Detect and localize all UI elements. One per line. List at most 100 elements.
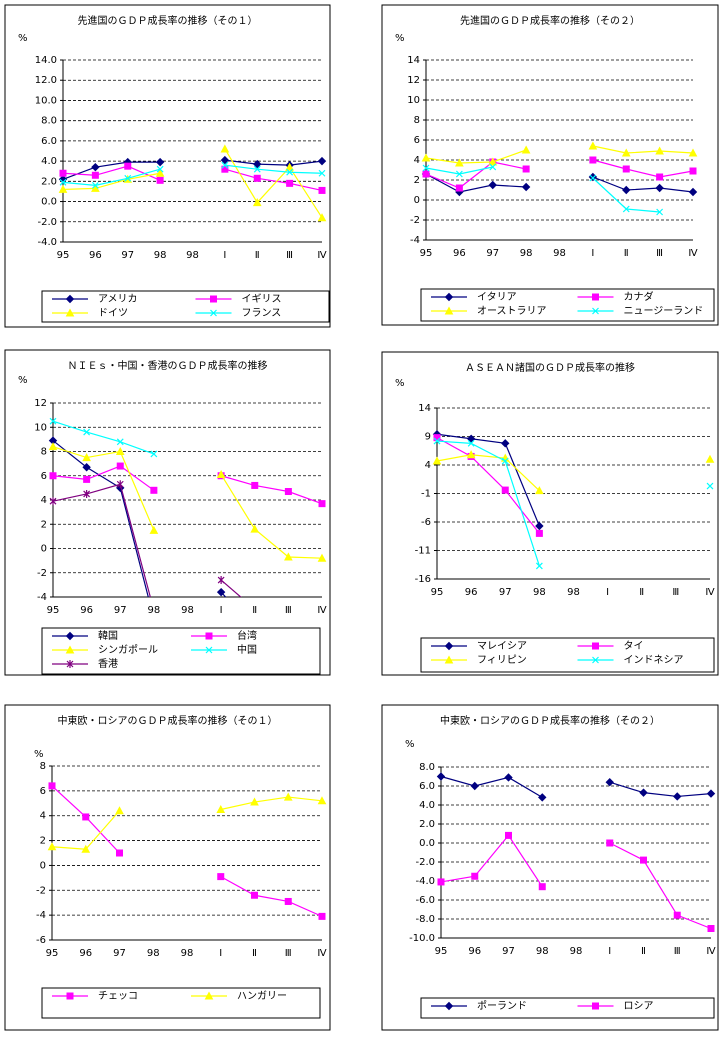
x-tick-label: Ⅰ	[219, 948, 222, 959]
legend-label: イギリス	[242, 293, 282, 305]
x-tick-label: 98	[186, 250, 199, 261]
x-tick-label: 98	[181, 948, 194, 959]
x-tick-label: Ⅲ	[285, 605, 292, 616]
marker	[444, 306, 454, 315]
marker	[317, 553, 327, 562]
marker	[467, 439, 475, 447]
y-tick-label: 14.0	[35, 55, 57, 66]
x-tick-label: Ⅲ	[656, 248, 663, 259]
marker	[489, 163, 497, 171]
marker	[284, 897, 292, 905]
marker	[150, 486, 158, 494]
legend-label: オーストラリア	[477, 305, 547, 317]
marker	[253, 174, 261, 182]
y-axis-label: %	[395, 378, 405, 389]
marker	[317, 156, 327, 166]
y-tick-label: -1	[421, 489, 431, 500]
marker	[501, 439, 510, 448]
marker	[655, 183, 664, 193]
legend-label: フランス	[242, 307, 282, 319]
y-tick-label: 10.0	[35, 95, 57, 106]
chart-panel: ＡＳＥＡＮ諸国のＧＤＰ成長率の推移% -16 -11 -6 -1 4 9 14 95 96 97 98…	[381, 351, 719, 676]
marker	[116, 480, 124, 489]
x-tick-label: Ⅱ	[255, 250, 260, 261]
x-tick-label: Ⅳ	[688, 248, 698, 259]
marker	[91, 181, 99, 189]
marker	[115, 806, 124, 815]
x-tick-label: 97	[113, 948, 126, 959]
y-tick-label: 8	[414, 115, 420, 126]
y-tick-label: 2	[414, 175, 420, 186]
marker	[455, 158, 464, 167]
y-tick-label: 14	[407, 55, 420, 66]
marker	[501, 457, 509, 465]
x-tick-label: Ⅱ	[639, 587, 644, 598]
y-tick-label: 2.0	[41, 176, 57, 187]
panel-frame	[381, 704, 719, 1031]
marker	[82, 463, 91, 472]
chart-title: ＡＳＥＡＮ諸国のＧＤＰ成長率の推移	[465, 361, 635, 374]
legend-label: 台湾	[237, 629, 257, 642]
marker	[444, 292, 454, 302]
marker	[65, 294, 75, 304]
marker	[592, 656, 599, 664]
y-tick-label: 4	[425, 460, 431, 471]
chart-title: 中東欧・ロシアのＧＤＰ成長率の推移（その１）	[58, 714, 278, 727]
marker	[58, 184, 68, 193]
marker	[283, 792, 293, 801]
marker	[640, 856, 647, 864]
marker	[83, 428, 91, 436]
x-tick-label: 97	[121, 250, 134, 261]
marker	[49, 472, 57, 480]
x-tick-label: Ⅳ	[317, 250, 327, 261]
marker	[205, 646, 213, 654]
marker	[589, 174, 597, 182]
plot-area	[47, 782, 327, 920]
chart-title: ＮＩＥｓ・中国・香港のＧＤＰ成長率の推移	[68, 359, 268, 372]
x-tick-label: 97	[114, 605, 127, 616]
marker	[655, 146, 664, 155]
y-tick-label: 8	[40, 761, 46, 772]
chart-panel: 中東欧・ロシアのＧＤＰ成長率の推移（その１）% -6 -4 -2 0 2 4 6 8 95 96 97…	[4, 704, 331, 1031]
marker	[115, 446, 125, 455]
y-tick-label: 12.0	[35, 75, 57, 86]
chart-panel: 先進国のＧＤＰ成長率の推移（その２）% -4 -2 0 2 4 6 8 10 12 14 95 96 97…	[381, 4, 719, 326]
marker	[538, 883, 546, 891]
marker	[82, 813, 90, 821]
y-tick-label: 0	[40, 860, 46, 871]
x-tick-label: 97	[486, 248, 499, 259]
marker	[150, 450, 158, 458]
marker	[318, 169, 326, 177]
marker	[455, 184, 463, 192]
x-tick-label: 98	[147, 948, 160, 959]
y-tick-label: -4	[410, 235, 420, 246]
x-tick-label: 98	[567, 587, 580, 598]
marker	[65, 631, 75, 641]
x-tick-label: 98	[553, 248, 566, 259]
x-tick-label: 95	[46, 948, 59, 959]
legend-label: 香港	[98, 658, 118, 670]
marker	[83, 489, 91, 498]
marker	[656, 208, 664, 216]
marker	[318, 186, 326, 194]
y-tick-label: 12	[34, 398, 47, 409]
marker	[433, 437, 441, 445]
y-tick-label: 8.0	[419, 762, 435, 773]
panel-frame	[4, 704, 331, 1031]
marker	[673, 792, 682, 801]
x-tick-label: Ⅰ	[220, 605, 223, 616]
marker	[535, 521, 544, 531]
x-tick-label: 96	[465, 587, 478, 598]
marker	[285, 162, 294, 171]
y-tick-label: 10	[407, 95, 420, 106]
marker	[592, 307, 599, 315]
marker	[317, 213, 327, 222]
x-tick-label: Ⅳ	[317, 948, 327, 959]
y-tick-label: 6.0	[41, 136, 57, 147]
marker	[284, 488, 292, 496]
marker	[535, 529, 543, 537]
series-line	[62, 164, 323, 186]
y-tick-label: 0.0	[41, 197, 57, 208]
y-axis-label: %	[405, 739, 415, 750]
marker	[707, 925, 715, 932]
